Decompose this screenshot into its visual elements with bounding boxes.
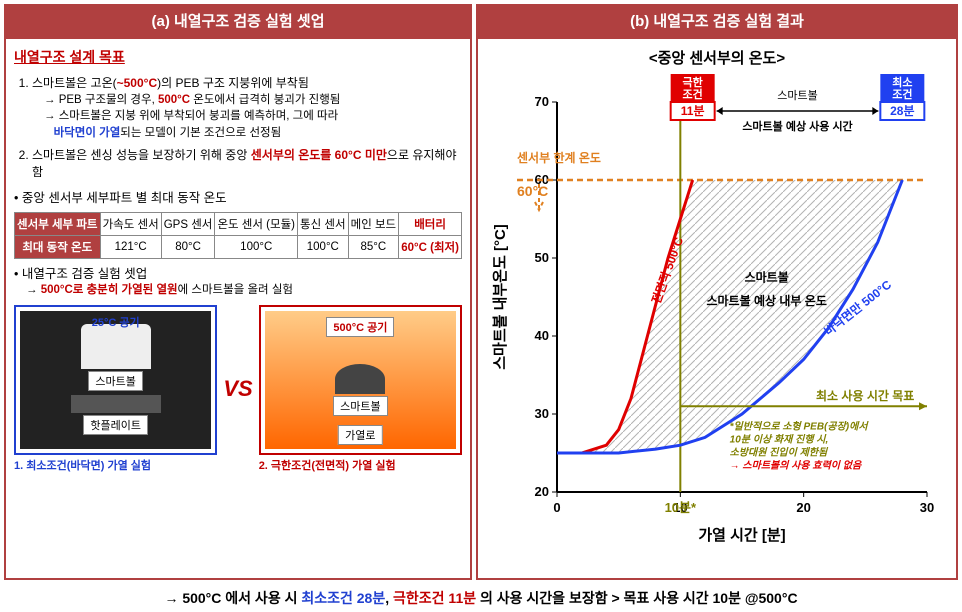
svg-text:센서부 한계 온도: 센서부 한계 온도 xyxy=(517,150,601,165)
td: 배터리 xyxy=(399,213,462,236)
svg-text:최소: 최소 xyxy=(892,75,912,89)
td: 가속도 센서 xyxy=(100,213,161,236)
chart-title: <중앙 센서부의 온도> xyxy=(486,47,948,68)
goal-item-2: 스마트볼은 센싱 성능을 보장하기 위해 중앙 센서부의 온도를 60°C 미만… xyxy=(32,147,462,182)
svg-text:10분 이상 화재 진행 시,: 10분 이상 화재 진행 시, xyxy=(730,434,829,446)
svg-text:극한: 극한 xyxy=(683,75,703,89)
td: 85°C xyxy=(348,236,399,259)
air-label: 500°C 공기 xyxy=(326,317,394,337)
svg-text:40: 40 xyxy=(535,328,549,343)
setup-extreme-box: 500°C 공기 스마트볼 가열로 xyxy=(259,305,462,455)
td: 온도 센서 (모듈) xyxy=(215,213,298,236)
t: )의 PEB 구조 지붕위에 부착됨 xyxy=(157,76,309,90)
svg-text:조건: 조건 xyxy=(683,87,703,101)
smartball-label: 스마트볼 xyxy=(333,396,387,416)
temperature-chart: 2030405060700102030센서부 한계 온도60°C10분*전면적 … xyxy=(486,72,948,552)
svg-text:30: 30 xyxy=(920,500,934,515)
svg-text:소방대원 진입이 제한됨: 소방대원 진입이 제한됨 xyxy=(730,447,829,459)
parts-table: 센서부 세부 파트 가속도 센서 GPS 센서 온도 센서 (모듈) 통신 센서… xyxy=(14,212,462,259)
vs-label: VS xyxy=(223,305,252,473)
caption-min: 1. 최소조건(바닥면) 가열 실험 xyxy=(14,457,217,473)
td: 메인 보드 xyxy=(348,213,399,236)
hotplate-label: 핫플레이트 xyxy=(83,415,148,435)
svg-text:20: 20 xyxy=(796,500,810,515)
t: 500°C로 충분히 가열된 열원 xyxy=(41,284,178,296)
svg-text:10분*: 10분* xyxy=(665,500,697,515)
caption-extreme: 2. 극한조건(전면적) 가열 실험 xyxy=(259,457,462,473)
svg-text:스마트볼 내부온도 [°C]: 스마트볼 내부온도 [°C] xyxy=(492,224,509,370)
svg-text:30: 30 xyxy=(535,406,549,421)
svg-text:스마트볼 예상 내부 온도: 스마트볼 예상 내부 온도 xyxy=(706,293,826,308)
svg-text:60°C: 60°C xyxy=(517,183,548,199)
svg-text:*일반적으로 소형 PEB(공장)에서: *일반적으로 소형 PEB(공장)에서 xyxy=(730,421,870,433)
t: 센서부의 온도를 60°C 미만 xyxy=(251,148,387,162)
footer-conclusion: → 500°C 에서 사용 시 최소조건 28분, 극한조건 11분 의 사용 … xyxy=(0,584,962,612)
setup-min-box: 25°C 공기 스마트볼 핫플레이트 xyxy=(14,305,217,455)
td: 100°C xyxy=(298,236,349,259)
t: ~500°C xyxy=(117,76,158,90)
svg-text:조건: 조건 xyxy=(892,87,912,101)
svg-text:50: 50 xyxy=(535,250,549,265)
td: 통신 센서 xyxy=(298,213,349,236)
svg-text:0: 0 xyxy=(553,500,560,515)
t: 온도에서 급격히 붕괴가 진행됨 xyxy=(190,94,340,106)
t: 극한조건 11분 xyxy=(393,590,476,606)
svg-text:스마트볼: 스마트볼 xyxy=(745,269,789,284)
t: 스마트볼은 센싱 성능을 보장하기 위해 중앙 xyxy=(32,148,251,162)
bullet-parts: • 중앙 센서부 세부파트 별 최대 동작 온도 xyxy=(14,187,462,206)
td: 100°C xyxy=(215,236,298,259)
t: → PEB 구조물의 경우, xyxy=(44,94,158,106)
t: → xyxy=(26,284,41,296)
t: → 500°C 에서 사용 시 xyxy=(164,590,301,606)
air-label: 25°C 공기 xyxy=(86,313,146,331)
td: 121°C xyxy=(100,236,161,259)
svg-text:11분: 11분 xyxy=(681,104,705,118)
bullet-setup: • 내열구조 검증 실험 셋업 xyxy=(14,263,462,282)
svg-text:스마트볼: 스마트볼 xyxy=(777,89,817,102)
goal-title: 내열구조 설계 목표 xyxy=(14,47,462,67)
t: 바닥면이 가열 xyxy=(54,127,121,139)
svg-text:70: 70 xyxy=(535,94,549,109)
t: 되는 모델이 기본 조건으로 선정됨 xyxy=(120,127,281,139)
svg-text:가열 시간 [분]: 가열 시간 [분] xyxy=(698,527,785,544)
panel-a-header: (a) 내열구조 검증 실험 셋업 xyxy=(4,4,472,37)
t: → 스마트볼은 지붕 위에 부착되어 붕괴를 예측하며, 그에 따라 xyxy=(44,110,338,122)
t: 스마트볼은 고온( xyxy=(32,76,117,90)
td: GPS 센서 xyxy=(161,213,215,236)
smartball-label: 스마트볼 xyxy=(88,371,142,391)
panel-b-header: (b) 내열구조 검증 실험 결과 xyxy=(476,4,958,37)
svg-text:스마트볼 예상 사용 시간: 스마트볼 예상 사용 시간 xyxy=(742,119,852,133)
goal-item-1: 스마트볼은 고온(~500°C)의 PEB 구조 지붕위에 부착됨 → PEB … xyxy=(32,75,462,141)
svg-text:→ 스마트볼의 사용 효력이 없음: → 스마트볼의 사용 효력이 없음 xyxy=(730,460,862,472)
t: 최소조건 28분 xyxy=(301,590,385,606)
th: 센서부 세부 파트 xyxy=(15,213,101,236)
t: 500°C xyxy=(158,94,190,106)
td: 80°C xyxy=(161,236,215,259)
td: 60°C (최저) xyxy=(399,236,462,259)
furnace-label: 가열로 xyxy=(338,425,382,445)
svg-text:20: 20 xyxy=(535,484,549,499)
svg-text:28분: 28분 xyxy=(890,104,914,118)
t: 에 스마트볼을 올려 실험 xyxy=(178,284,293,296)
t: 의 사용 시간을 보장함 > 목표 사용 시간 10분 @500°C xyxy=(476,590,797,606)
t: , xyxy=(385,590,393,606)
svg-text:최소 사용 시간 목표: 최소 사용 시간 목표 xyxy=(816,388,914,403)
th: 최대 동작 온도 xyxy=(15,236,101,259)
